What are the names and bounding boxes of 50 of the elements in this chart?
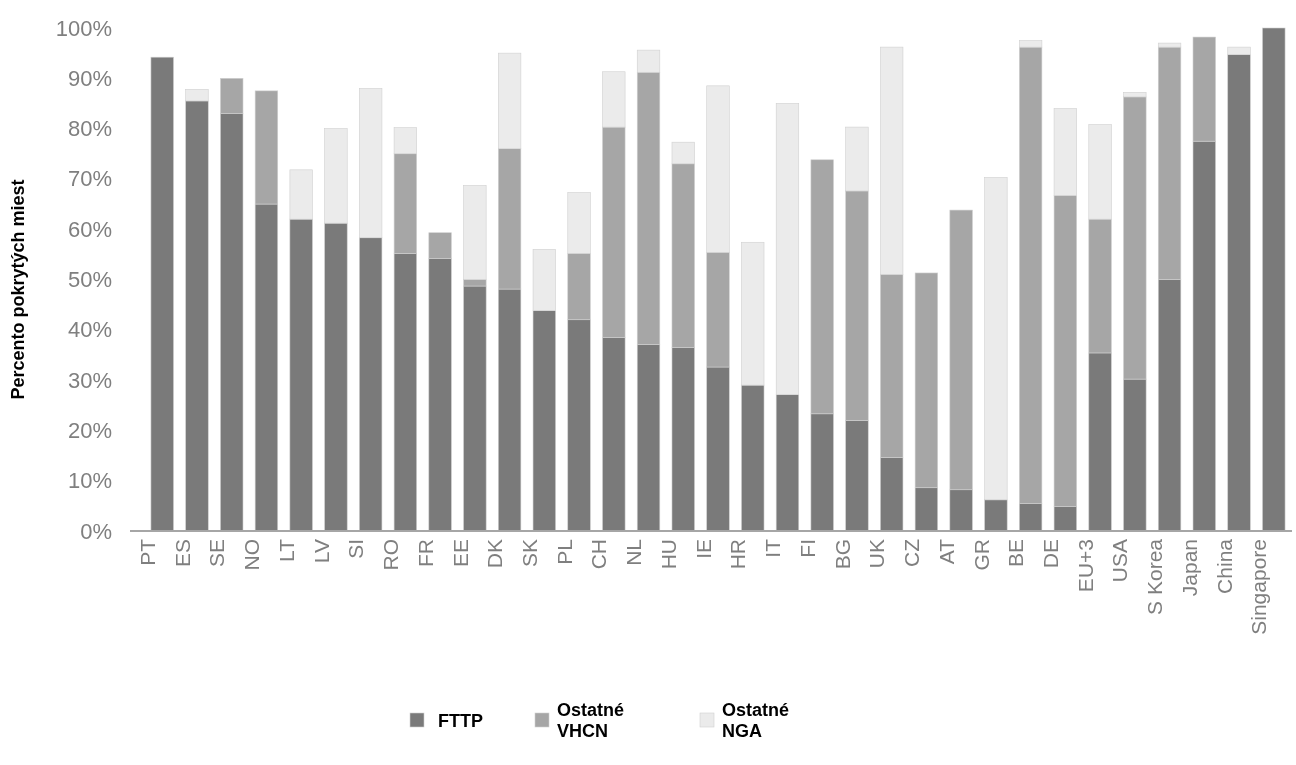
x-tick-label: S Korea — [1143, 538, 1167, 615]
x-tick-label: Japan — [1177, 539, 1201, 597]
x-tick-label: NL — [622, 539, 646, 566]
x-tick-label: China — [1212, 538, 1236, 594]
y-tick-label: 90% — [67, 65, 112, 91]
y-tick-label: 80% — [67, 116, 112, 142]
x-tick-label: LT — [274, 538, 298, 562]
x-tick-label: PL — [552, 539, 576, 565]
y-axis-title: Percento pokrytých miest — [8, 179, 28, 400]
x-tick-label: DK — [483, 539, 507, 569]
x-tick-label: AT — [934, 538, 958, 565]
x-tick-label: SI — [344, 539, 368, 559]
x-tick-label: SE — [205, 539, 229, 568]
x-tick-label: EU+3 — [1073, 539, 1097, 593]
x-tick-label: IE — [691, 539, 715, 559]
x-tick-label: ES — [170, 539, 194, 568]
x-tick-label: GR — [969, 539, 993, 571]
x-tick-label: BE — [1004, 539, 1028, 568]
x-tick-label: FI — [795, 539, 819, 558]
bar — [1262, 27, 1286, 532]
x-tick-label: HU — [656, 539, 680, 570]
x-tick-label: HR — [726, 539, 750, 570]
y-tick-label: 60% — [67, 216, 112, 242]
x-tick-label: EE — [448, 539, 472, 568]
bar — [150, 56, 174, 532]
x-tick-label: FR — [413, 539, 437, 567]
x-tick-label: LV — [309, 539, 333, 564]
x-tick-label: DE — [1039, 539, 1062, 569]
y-tick-label: 100% — [55, 15, 112, 41]
y-tick-label: 30% — [67, 367, 112, 393]
legend-label: FTTP — [438, 711, 483, 731]
y-tick-label: 40% — [67, 317, 112, 343]
x-tick-label: SK — [517, 539, 541, 568]
x-tick-label: UK — [865, 539, 889, 569]
x-tick-label: USA — [1108, 539, 1132, 583]
legend-label: Ostatné VHCN — [557, 700, 625, 741]
x-tick-label: IT — [761, 538, 785, 558]
x-tick-label: RO — [379, 539, 403, 571]
x-tick-label: BG — [830, 539, 854, 570]
y-tick-label: 20% — [67, 417, 112, 443]
y-tick-label: 50% — [67, 267, 112, 293]
x-tick-label: PT — [135, 538, 159, 566]
legend-label: Ostatné NGA — [722, 700, 790, 741]
y-tick-label: 10% — [67, 468, 112, 494]
x-tick-label: NO — [240, 539, 264, 571]
y-tick-label: 70% — [67, 166, 112, 192]
x-tick-label: CZ — [900, 538, 924, 567]
x-tick-label: CH — [587, 539, 611, 570]
y-tick-label: 0% — [80, 518, 112, 544]
x-tick-label: Singapore — [1247, 539, 1271, 635]
